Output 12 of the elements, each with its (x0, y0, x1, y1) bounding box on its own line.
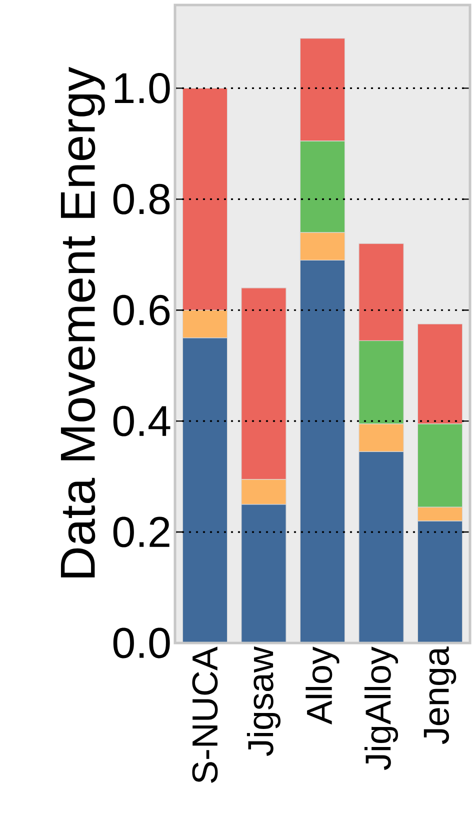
x-tick-label: Jenga (424, 646, 456, 744)
y-tick-label: 0.6 (113, 294, 170, 326)
y-tick-label: 1.0 (114, 72, 170, 104)
y-tick-label: 0.2 (113, 516, 170, 548)
x-tick-label: JigAlloy (364, 646, 398, 770)
y-tick-label: 0.0 (113, 628, 170, 658)
x-tick-label: Jigsaw (246, 646, 281, 756)
y-axis-title: Data Movement Energy (60, 66, 105, 578)
y-tick-label: 0.8 (113, 184, 170, 214)
x-tick-label: S-NUCA (192, 646, 218, 783)
x-tick-label: Alloy (306, 646, 340, 724)
y-tick-label: 0.4 (113, 406, 170, 436)
